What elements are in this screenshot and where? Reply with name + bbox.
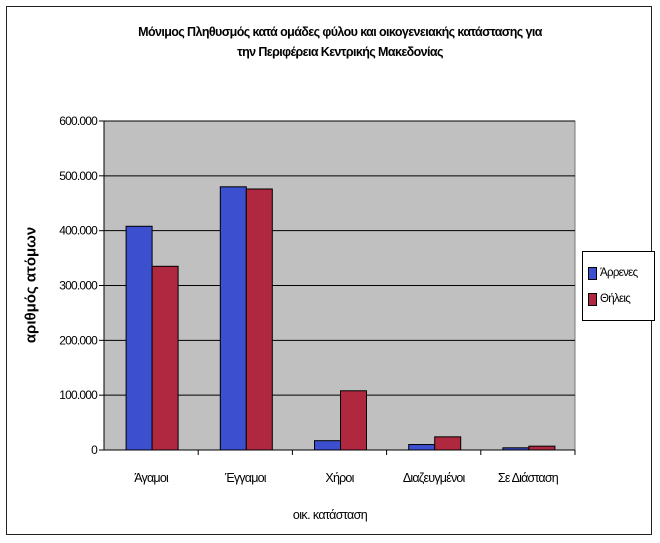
chart-title-line-2: την Περιφέρεια Κεντρικής Μακεδονίας <box>237 45 443 59</box>
x-tick-label: Άγαμοι <box>134 471 169 485</box>
bar-males <box>314 440 341 451</box>
y-tick-label: 100.000 <box>59 388 98 402</box>
bar-females <box>340 390 367 451</box>
legend-item-females: Θήλεις <box>588 286 654 312</box>
x-tick-label: Διαζευγμένοι <box>403 471 466 485</box>
x-tick-label: Έγγαμοι <box>224 471 267 485</box>
legend-label-females: Θήλεις <box>600 293 631 305</box>
x-tick-label: Σε Διάσταση <box>498 471 559 485</box>
bar-females <box>151 265 179 451</box>
y-axis-label: αριθμός ατόμων <box>22 226 40 344</box>
bar-males <box>408 444 436 451</box>
y-tick-label: 500.000 <box>59 169 98 183</box>
bar-females <box>434 436 462 451</box>
y-tick-label: 0 <box>91 443 98 457</box>
legend-label-males: Άρρενες <box>600 267 638 279</box>
x-axis-label: οικ. κατάσταση <box>292 508 368 522</box>
y-tick-label: 200.000 <box>59 333 98 347</box>
legend-item-males: Άρρενες <box>588 260 654 286</box>
bar-males <box>125 225 153 451</box>
x-tick-label: Χήροι <box>325 471 354 485</box>
chart-title: Μόνιμος Πληθυσμός κατά ομάδες φύλου και … <box>60 22 620 62</box>
legend-swatch-females <box>588 292 597 306</box>
bar-males <box>219 186 247 451</box>
bar-females <box>528 445 556 451</box>
legend: Άρρενες Θήλεις <box>582 251 655 321</box>
bar-males <box>502 447 530 451</box>
y-tick-label: 600.000 <box>59 114 98 128</box>
bar-females <box>245 188 273 451</box>
y-tick-label: 300.000 <box>59 279 98 293</box>
legend-swatch-males <box>588 266 597 280</box>
chart-title-line-1: Μόνιμος Πληθυσμός κατά ομάδες φύλου και … <box>138 25 542 39</box>
y-tick-label: 400.000 <box>59 224 98 238</box>
